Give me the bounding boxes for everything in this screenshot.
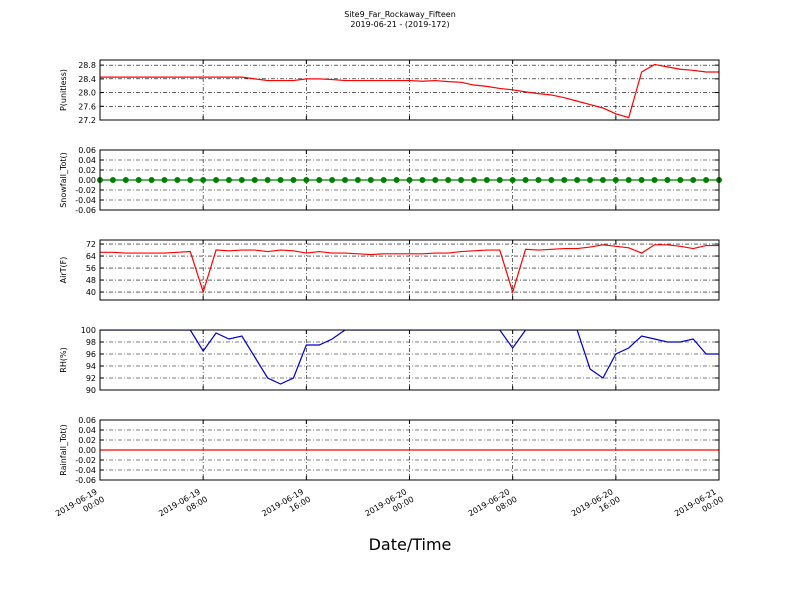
y-tick-label: 0.04 [78, 426, 96, 435]
plot-frame [99, 149, 720, 211]
data-point [574, 177, 581, 183]
plot-frame [99, 419, 720, 481]
y-tick-label: 28.8 [78, 61, 96, 70]
x-axis-label: Date/Time [369, 535, 452, 554]
y-tick-label: 56 [86, 264, 96, 273]
data-point [703, 177, 710, 183]
y-tick-label: -0.06 [75, 206, 96, 215]
data-point [148, 177, 155, 183]
y-tick-label: 0.06 [78, 416, 96, 425]
y-tick-label: 96 [86, 350, 96, 359]
data-point [548, 177, 555, 183]
data-point [561, 177, 568, 183]
data-point [522, 177, 529, 183]
data-point [174, 177, 181, 183]
data-point [664, 177, 671, 183]
data-point [690, 177, 697, 183]
y-tick-label: 28.4 [78, 75, 96, 84]
y-tick-label: 48 [86, 276, 96, 285]
y-tick-label: 40 [86, 288, 96, 297]
y-tick-label: 27.6 [78, 102, 96, 111]
data-point [264, 177, 271, 183]
y-axis-label: RH(%) [59, 347, 68, 372]
chart-title: Site9_Far_Rockaway_Fifteen [344, 10, 456, 19]
y-tick-label: 0.00 [78, 176, 96, 185]
y-tick-label: 0.02 [78, 436, 96, 445]
y-tick-label: 28.0 [78, 89, 96, 98]
data-point [109, 177, 116, 183]
chart-subtitle: 2019-06-21 - (2019-172) [350, 20, 449, 29]
data-point [612, 177, 619, 183]
y-tick-label: -0.04 [75, 466, 96, 475]
data-point [122, 177, 129, 183]
data-line [100, 330, 719, 385]
data-point [445, 177, 452, 183]
data-point [380, 177, 387, 183]
y-axis-label: Rainfall_Tot() [59, 424, 68, 476]
data-point [509, 177, 516, 183]
data-point [329, 177, 336, 183]
data-point [303, 177, 310, 183]
y-tick-label: 64 [86, 252, 96, 261]
data-point [200, 177, 207, 183]
data-line [100, 63, 719, 119]
data-point [496, 177, 503, 183]
y-tick-label: -0.04 [75, 196, 96, 205]
y-axis-label: Snowfall_Tot() [59, 152, 68, 208]
data-point [225, 177, 232, 183]
data-point [251, 177, 258, 183]
y-tick-label: 90 [86, 386, 96, 395]
y-tick-label: 98 [86, 338, 96, 347]
data-point [406, 177, 413, 183]
y-tick-label: 0.00 [78, 446, 96, 455]
data-line [100, 244, 719, 295]
data-point [213, 177, 220, 183]
y-tick-label: 27.2 [78, 116, 96, 125]
y-tick-label: 92 [86, 374, 96, 383]
y-tick-label: 94 [86, 362, 96, 371]
data-point [432, 177, 439, 183]
data-point [677, 177, 684, 183]
plot-frame [99, 239, 720, 301]
data-point [483, 177, 490, 183]
data-point [638, 177, 645, 183]
data-point [625, 177, 632, 183]
data-point [277, 177, 284, 183]
data-point [651, 177, 658, 183]
data-point [599, 177, 606, 183]
data-point [161, 177, 168, 183]
data-point [470, 177, 477, 183]
y-tick-label: 100 [81, 326, 96, 335]
data-point [290, 177, 297, 183]
data-point [354, 177, 361, 183]
data-point [135, 177, 142, 183]
data-point [535, 177, 542, 183]
plot-frame [99, 59, 720, 121]
y-axis-label: P(unitless) [59, 69, 68, 111]
data-point [393, 177, 400, 183]
data-point [367, 177, 374, 183]
y-tick-label: -0.06 [75, 476, 96, 485]
y-tick-label: 0.04 [78, 156, 96, 165]
data-point [316, 177, 323, 183]
data-point [342, 177, 349, 183]
y-tick-label: -0.02 [75, 456, 96, 465]
data-point [238, 177, 245, 183]
data-point [187, 177, 194, 183]
y-tick-label: 72 [86, 240, 96, 249]
y-tick-label: -0.02 [75, 186, 96, 195]
y-tick-label: 0.06 [78, 146, 96, 155]
plot-frame [99, 329, 720, 391]
y-axis-label: AirT(F) [59, 257, 68, 284]
data-point [587, 177, 594, 183]
data-point [419, 177, 426, 183]
data-point [458, 177, 465, 183]
y-tick-label: 0.02 [78, 166, 96, 175]
